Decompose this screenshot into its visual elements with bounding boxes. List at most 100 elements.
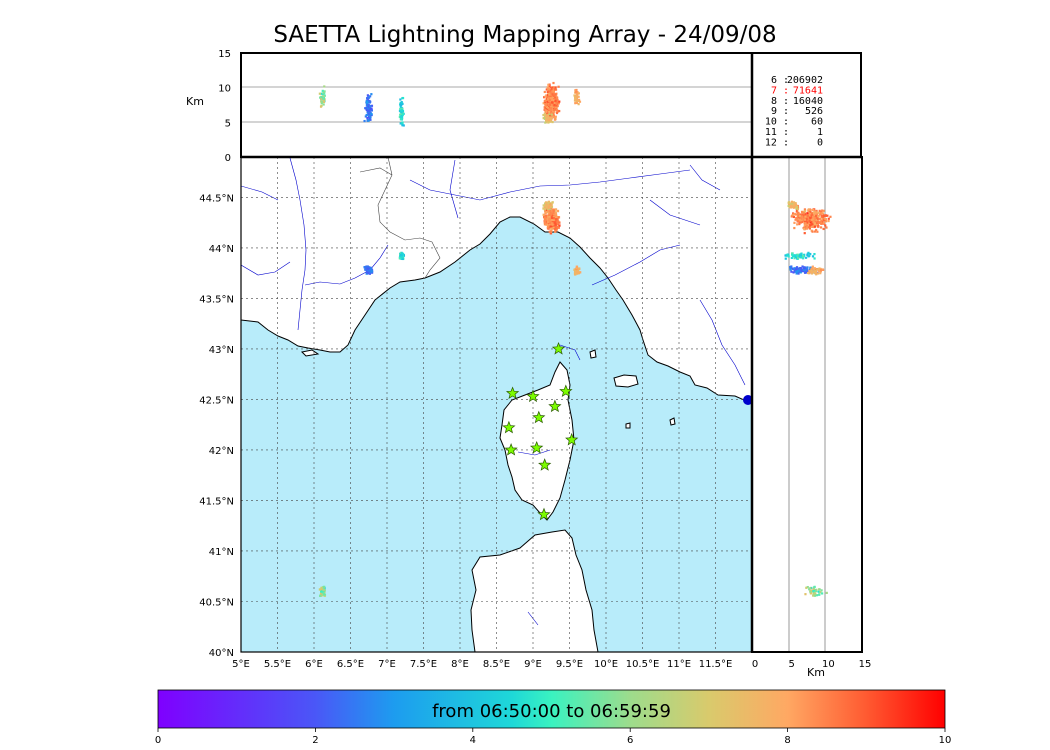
- lightning-source-altitude: [544, 101, 548, 104]
- lightning-source-altitude: [806, 212, 809, 215]
- lightning-source-altitude: [813, 218, 817, 221]
- latitude-tick-label: 43.5°N: [199, 294, 234, 305]
- station-count-value: 1: [817, 127, 823, 138]
- lightning-source-altitude: [802, 269, 805, 272]
- lightning-source-altitude: [809, 224, 812, 227]
- lightning-source-altitude: [821, 216, 824, 219]
- lightning-source-altitude: [554, 115, 557, 118]
- lightning-source-altitude: [804, 256, 808, 259]
- lightning-source: [575, 267, 578, 271]
- lightning-source: [366, 265, 369, 268]
- lightning-source-altitude: [820, 219, 823, 222]
- lightning-source-altitude: [370, 109, 374, 112]
- lightning-source-altitude: [805, 227, 809, 230]
- lightning-source-altitude: [800, 220, 804, 224]
- lightning-source-altitude: [824, 218, 828, 221]
- lightning-source-altitude: [787, 201, 790, 204]
- lightning-source-altitude: [806, 585, 809, 589]
- longitude-axis-ticks: 5°E 5.5°E 6°E 6.5°E 7°E 7.5°E 8°E 8.5°E 9°E 9.5°E…: [232, 659, 732, 670]
- lightning-source: [556, 218, 559, 221]
- lightning-source-altitude: [549, 94, 552, 97]
- longitude-tick-label: 11°E: [667, 659, 691, 670]
- station-count-value: 60: [811, 117, 823, 128]
- lightning-source-altitude: [555, 101, 558, 104]
- lightning-source-altitude: [803, 213, 807, 216]
- lightning-source-altitude: [803, 224, 806, 227]
- lightning-source-altitude: [824, 224, 827, 227]
- lightning-source-altitude: [821, 268, 824, 271]
- lightning-source-altitude: [792, 201, 796, 204]
- lightning-source-altitude: [578, 100, 582, 103]
- lightning-source-altitude: [367, 107, 370, 110]
- lightning-source-altitude: [547, 83, 550, 86]
- lightning-source-altitude: [800, 269, 804, 272]
- latitude-tick-label: 44.5°N: [199, 193, 234, 204]
- lightning-source-altitude: [813, 270, 816, 273]
- lightning-source-altitude: [818, 588, 821, 591]
- lightning-source: [369, 269, 372, 272]
- lightning-source-altitude: [575, 98, 578, 102]
- lightning-source-altitude: [817, 225, 820, 228]
- lightning-source-altitude: [785, 254, 788, 257]
- lightning-source-altitude: [548, 103, 552, 106]
- lightning-source-altitude: [818, 221, 821, 224]
- lightning-source-altitude: [805, 218, 808, 221]
- lightning-source-altitude: [366, 111, 369, 114]
- lightning-source-altitude: [323, 94, 326, 97]
- lightning-source: [545, 204, 548, 207]
- lightning-source-altitude: [787, 253, 790, 256]
- lightning-source-altitude: [400, 112, 403, 115]
- lightning-source-altitude: [803, 226, 806, 229]
- lightning-source-altitude: [790, 267, 793, 270]
- lightning-source-altitude: [802, 212, 805, 215]
- lightning-source: [558, 224, 561, 227]
- lightning-source-altitude: [819, 270, 822, 273]
- lightning-source-altitude: [548, 84, 551, 88]
- lightning-source-altitude: [555, 108, 558, 111]
- lightning-source-altitude: [800, 210, 804, 213]
- lightning-source-altitude: [811, 230, 814, 233]
- lightning-source: [363, 265, 366, 269]
- lightning-source-altitude: [809, 208, 812, 212]
- lightning-source: [556, 209, 560, 213]
- lightning-source-altitude: [791, 212, 795, 215]
- lightning-source: [548, 223, 552, 226]
- lightning-source-altitude: [543, 107, 546, 110]
- map-panel[interactable]: [240, 156, 753, 653]
- altitude-tick-label: 0: [225, 153, 231, 164]
- lightning-source-altitude: [545, 118, 548, 121]
- lightning-source: [544, 209, 547, 213]
- lightning-source-altitude: [807, 212, 810, 215]
- lightning-source-altitude: [816, 223, 819, 226]
- lightning-source-altitude: [323, 85, 326, 88]
- lightning-source-altitude: [822, 209, 825, 212]
- lightning-source-altitude: [817, 211, 820, 214]
- lightning-source-altitude: [799, 220, 802, 223]
- lightning-source: [548, 218, 551, 222]
- lightning-source-altitude: [546, 103, 549, 106]
- lightning-source-altitude: [319, 96, 322, 99]
- lightning-source-altitude: [546, 112, 549, 116]
- lightning-source: [400, 254, 403, 258]
- lightning-source-altitude: [824, 220, 828, 223]
- lightning-source-altitude: [547, 106, 550, 109]
- longitude-tick-label: 8°E: [451, 659, 469, 670]
- lightning-source-altitude: [547, 90, 550, 93]
- lightning-source-altitude: [807, 251, 810, 254]
- lightning-source: [543, 208, 547, 211]
- lightning-source-altitude: [369, 105, 372, 108]
- lightning-source-altitude: [573, 96, 577, 99]
- latitude-tick-label: 40.5°N: [199, 597, 234, 608]
- longitude-tick-label: 5°E: [232, 659, 250, 670]
- lightning-source-altitude: [555, 111, 559, 115]
- lightning-source: [554, 212, 558, 216]
- lightning-source-altitude: [797, 213, 800, 216]
- lightning-source-altitude: [556, 105, 559, 108]
- lightning-source: [366, 271, 369, 274]
- lightning-source-altitude: [803, 227, 806, 230]
- station-count-label: 12 :: [765, 137, 789, 148]
- lightning-source-altitude: [552, 99, 555, 102]
- lightning-source-altitude: [401, 97, 404, 100]
- lightning-source-altitude: [802, 254, 805, 258]
